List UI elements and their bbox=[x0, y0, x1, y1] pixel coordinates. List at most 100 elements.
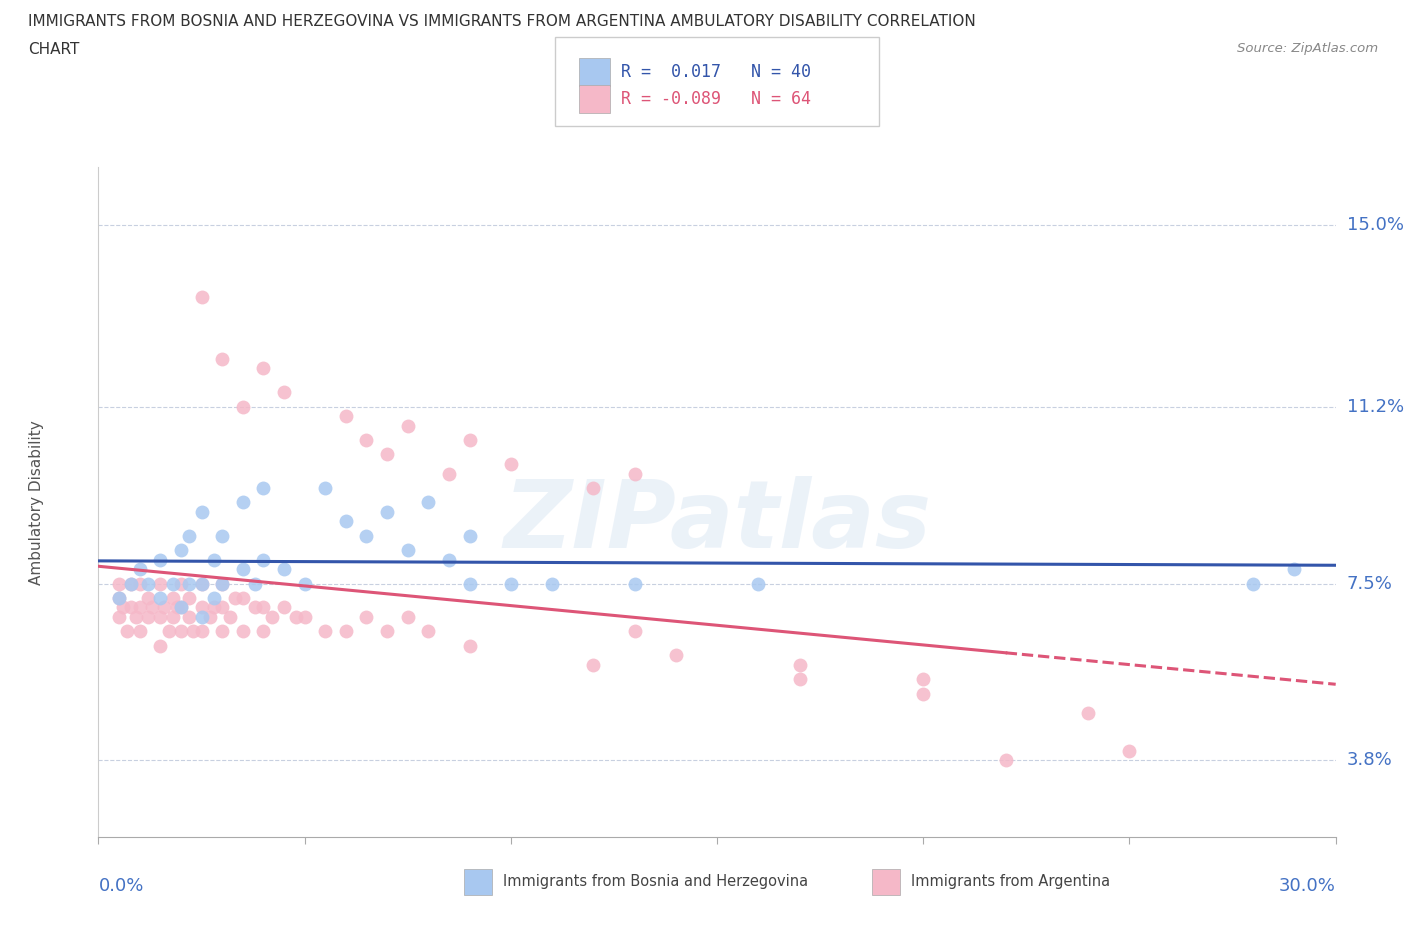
Point bbox=[356, 528, 378, 543]
Point bbox=[232, 624, 254, 639]
Point bbox=[335, 624, 357, 639]
Point bbox=[273, 562, 295, 577]
Point bbox=[356, 432, 378, 447]
Point bbox=[252, 624, 274, 639]
Point bbox=[181, 624, 204, 639]
Point bbox=[108, 591, 131, 605]
Text: CHART: CHART bbox=[28, 42, 80, 57]
Point bbox=[356, 609, 378, 624]
Point bbox=[789, 658, 811, 672]
Point bbox=[232, 562, 254, 577]
Point bbox=[912, 671, 935, 686]
Point bbox=[285, 609, 308, 624]
Point bbox=[232, 591, 254, 605]
Point bbox=[166, 600, 188, 615]
Point bbox=[190, 289, 212, 304]
Text: Ambulatory Disability: Ambulatory Disability bbox=[30, 419, 44, 585]
Point bbox=[232, 399, 254, 414]
Point bbox=[541, 576, 564, 591]
Point bbox=[499, 576, 522, 591]
Point bbox=[294, 576, 316, 591]
Point bbox=[582, 481, 605, 496]
Point bbox=[294, 609, 316, 624]
Point bbox=[418, 624, 440, 639]
Text: R =  0.017   N = 40: R = 0.017 N = 40 bbox=[621, 63, 811, 81]
Point bbox=[789, 671, 811, 686]
Point bbox=[149, 552, 172, 567]
Point bbox=[190, 600, 212, 615]
Point bbox=[211, 576, 233, 591]
Point bbox=[179, 528, 201, 543]
Point bbox=[162, 609, 184, 624]
Text: 30.0%: 30.0% bbox=[1279, 877, 1336, 896]
Point bbox=[314, 481, 336, 496]
Point bbox=[149, 609, 172, 624]
Point bbox=[260, 609, 283, 624]
Point bbox=[153, 600, 176, 615]
Point bbox=[170, 600, 193, 615]
Point bbox=[375, 447, 398, 462]
Point bbox=[190, 576, 212, 591]
Point bbox=[162, 591, 184, 605]
Point bbox=[1284, 562, 1306, 577]
Text: Source: ZipAtlas.com: Source: ZipAtlas.com bbox=[1237, 42, 1378, 55]
Point bbox=[120, 576, 142, 591]
Point bbox=[1241, 576, 1264, 591]
Point bbox=[314, 624, 336, 639]
Point bbox=[211, 352, 233, 366]
Point bbox=[232, 495, 254, 510]
Point bbox=[136, 591, 159, 605]
Point bbox=[396, 542, 419, 557]
Point bbox=[252, 600, 274, 615]
Point bbox=[252, 481, 274, 496]
Point bbox=[335, 408, 357, 423]
Text: 3.8%: 3.8% bbox=[1347, 751, 1392, 769]
Point bbox=[335, 514, 357, 529]
Point bbox=[1118, 743, 1140, 758]
Point bbox=[273, 600, 295, 615]
Point bbox=[108, 591, 131, 605]
Point bbox=[623, 466, 645, 481]
Text: Immigrants from Bosnia and Herzegovina: Immigrants from Bosnia and Herzegovina bbox=[503, 874, 808, 889]
Point bbox=[124, 609, 146, 624]
Point bbox=[458, 528, 481, 543]
Point bbox=[252, 552, 274, 567]
Point bbox=[136, 609, 159, 624]
Point bbox=[252, 361, 274, 376]
Point bbox=[149, 576, 172, 591]
Point bbox=[418, 495, 440, 510]
Point bbox=[179, 576, 201, 591]
Point bbox=[112, 600, 135, 615]
Point bbox=[623, 576, 645, 591]
Point bbox=[396, 418, 419, 433]
Text: Immigrants from Argentina: Immigrants from Argentina bbox=[911, 874, 1111, 889]
Point bbox=[157, 624, 180, 639]
Point bbox=[375, 504, 398, 519]
Point bbox=[117, 624, 139, 639]
Point bbox=[202, 552, 225, 567]
Point bbox=[211, 600, 233, 615]
Point bbox=[149, 638, 172, 653]
Point bbox=[437, 466, 460, 481]
Text: 0.0%: 0.0% bbox=[98, 877, 143, 896]
Text: R = -0.089   N = 64: R = -0.089 N = 64 bbox=[621, 90, 811, 108]
Point bbox=[211, 528, 233, 543]
Point bbox=[994, 753, 1017, 768]
Point bbox=[458, 576, 481, 591]
Point bbox=[437, 552, 460, 567]
Point bbox=[108, 609, 131, 624]
Point bbox=[190, 624, 212, 639]
Point bbox=[128, 576, 150, 591]
Point bbox=[375, 624, 398, 639]
Point bbox=[149, 591, 172, 605]
Point bbox=[170, 600, 193, 615]
Point bbox=[141, 600, 163, 615]
Point bbox=[190, 576, 212, 591]
Point bbox=[1077, 705, 1099, 720]
Point bbox=[202, 600, 225, 615]
Point bbox=[243, 576, 266, 591]
Point bbox=[179, 591, 201, 605]
Point bbox=[170, 542, 193, 557]
Point bbox=[458, 432, 481, 447]
Point bbox=[219, 609, 242, 624]
